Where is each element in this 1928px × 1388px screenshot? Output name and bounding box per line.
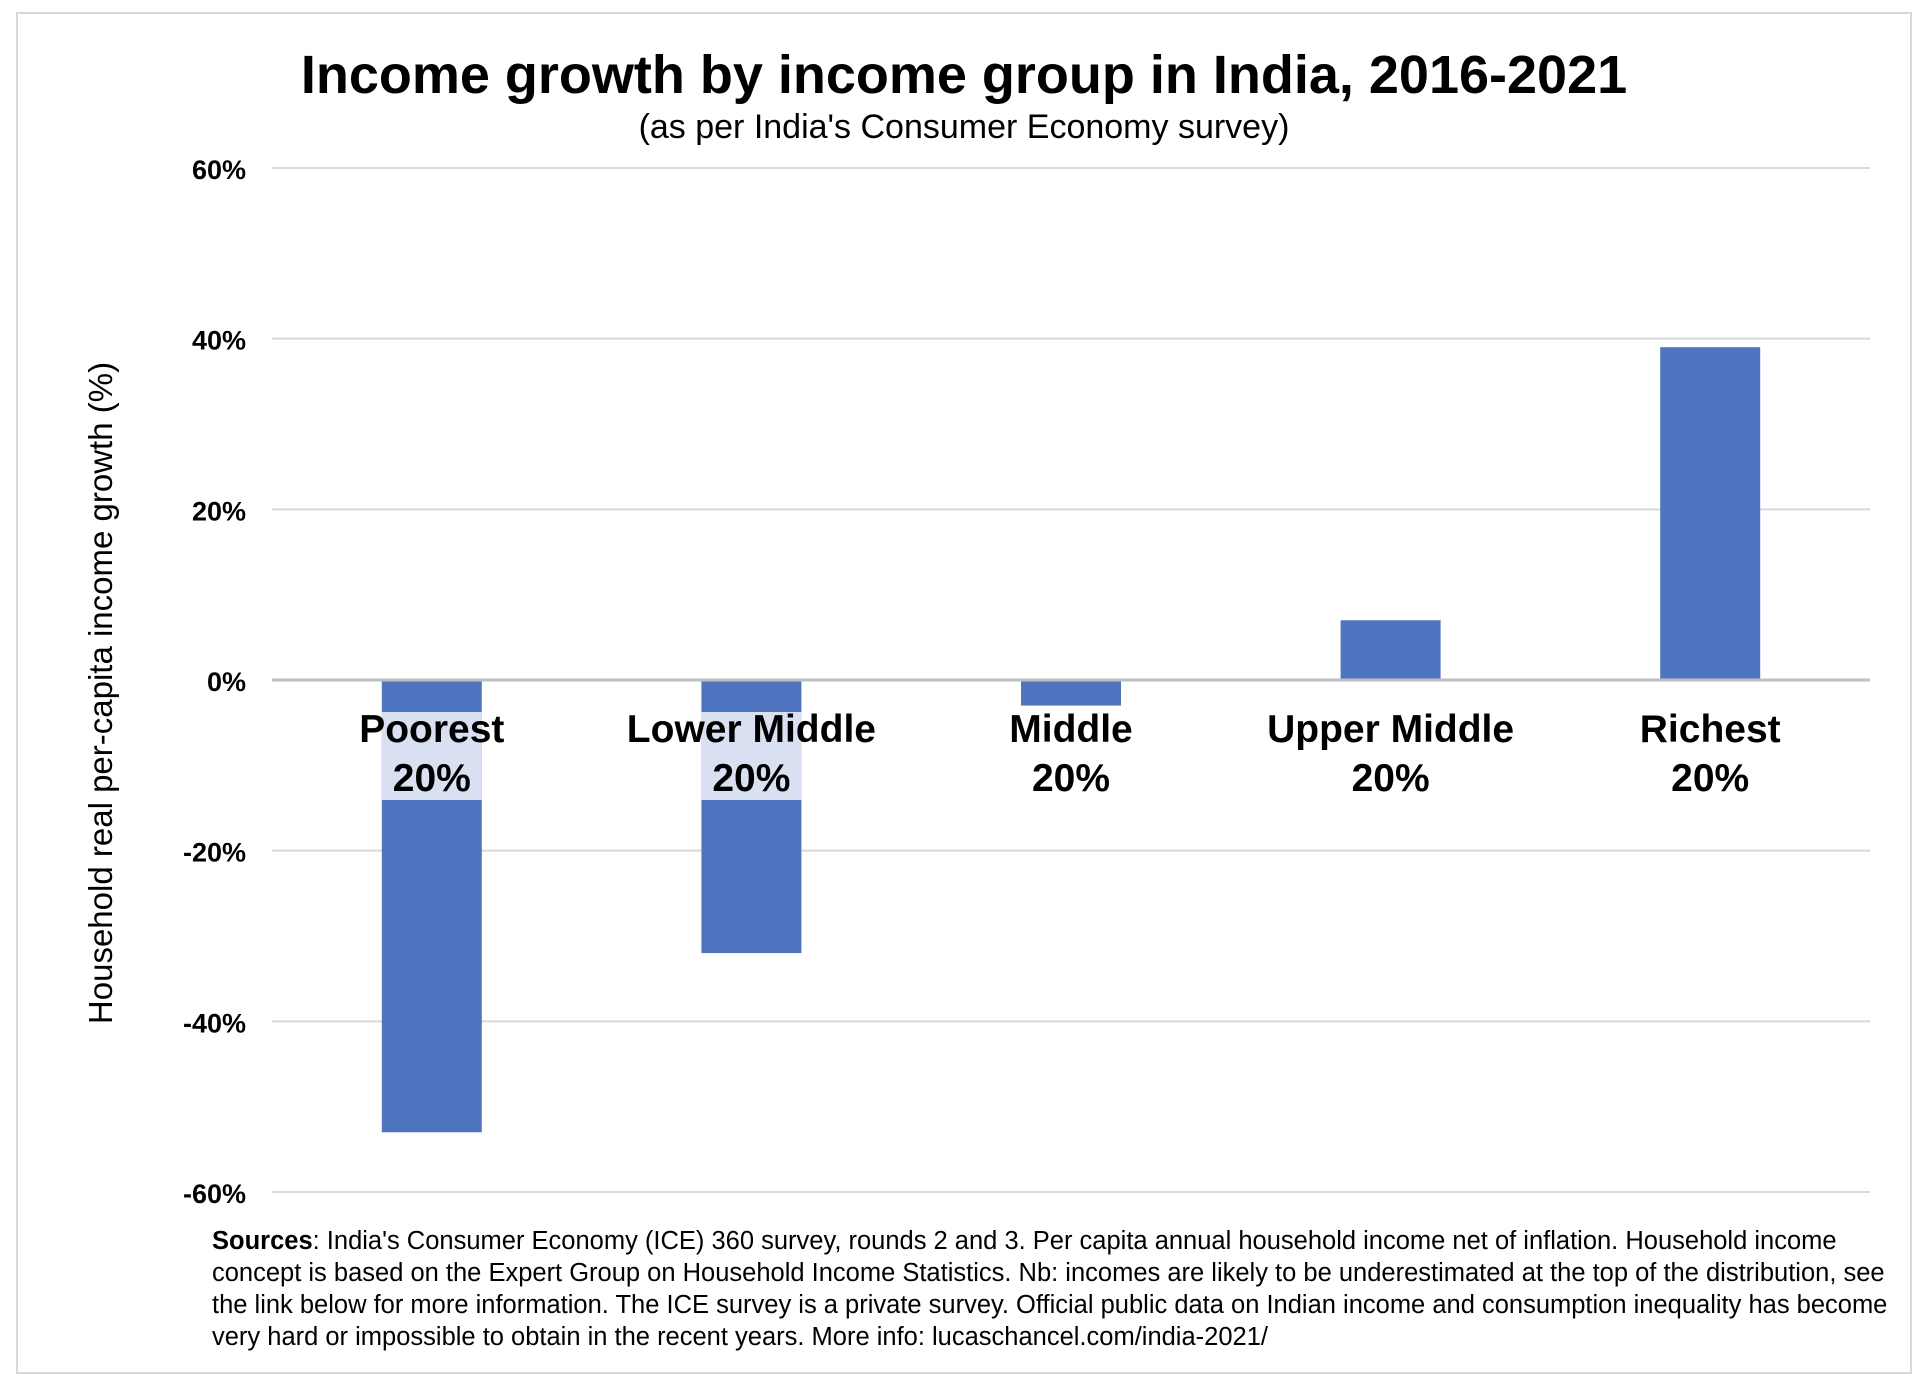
label-backdrop xyxy=(701,712,802,800)
x-category-label: Upper Middle 20% xyxy=(1267,708,1514,800)
x-tick-label: 20% xyxy=(1032,757,1110,800)
y-tick-label: 0% xyxy=(207,667,246,697)
x-tick-label: Middle xyxy=(1009,708,1133,751)
sources-text: : India's Consumer Economy (ICE) 360 sur… xyxy=(212,1227,1888,1351)
y-tick-label: -60% xyxy=(183,1179,246,1209)
sources-note: Sources: India's Consumer Economy (ICE) … xyxy=(212,1225,1892,1353)
bar xyxy=(1340,620,1441,680)
gridlines xyxy=(272,167,1870,1193)
y-tick-label: 20% xyxy=(192,496,246,526)
x-tick-label: Richest xyxy=(1640,708,1781,751)
x-tick-label: 20% xyxy=(393,757,471,800)
chart-subtitle: (as per India's Consumer Economy survey) xyxy=(638,108,1290,146)
x-category-label: Richest 20% xyxy=(1640,708,1781,800)
x-tick-label: Poorest xyxy=(359,708,504,751)
y-tick-label: 60% xyxy=(192,155,246,185)
bar xyxy=(1660,347,1761,680)
chart-frame xyxy=(16,12,1912,1374)
y-axis-ticks: 60% 40% 20% 0% -20% -40% -60% xyxy=(183,155,246,1209)
sources-label: Sources xyxy=(212,1227,313,1255)
x-category-label: Poorest 20% xyxy=(359,708,504,800)
chart-title: Income growth by income group in India, … xyxy=(300,45,1628,105)
y-axis-label: Household real per-capita income growth … xyxy=(82,362,119,1024)
label-backdrop xyxy=(1021,712,1121,800)
x-category-label: Middle 20% xyxy=(1009,708,1133,800)
x-tick-label: 20% xyxy=(1671,757,1749,800)
y-tick-label: -40% xyxy=(183,1008,246,1038)
x-tick-label: Lower Middle xyxy=(627,708,876,751)
x-tick-label: 20% xyxy=(712,757,790,800)
y-tick-label: -20% xyxy=(183,838,246,868)
label-backdrop xyxy=(381,712,482,800)
y-tick-label: 40% xyxy=(192,326,246,356)
x-tick-label: Upper Middle xyxy=(1267,708,1514,751)
bar xyxy=(1021,680,1121,706)
x-category-label: Lower Middle 20% xyxy=(627,708,876,800)
x-tick-label: 20% xyxy=(1352,757,1430,800)
